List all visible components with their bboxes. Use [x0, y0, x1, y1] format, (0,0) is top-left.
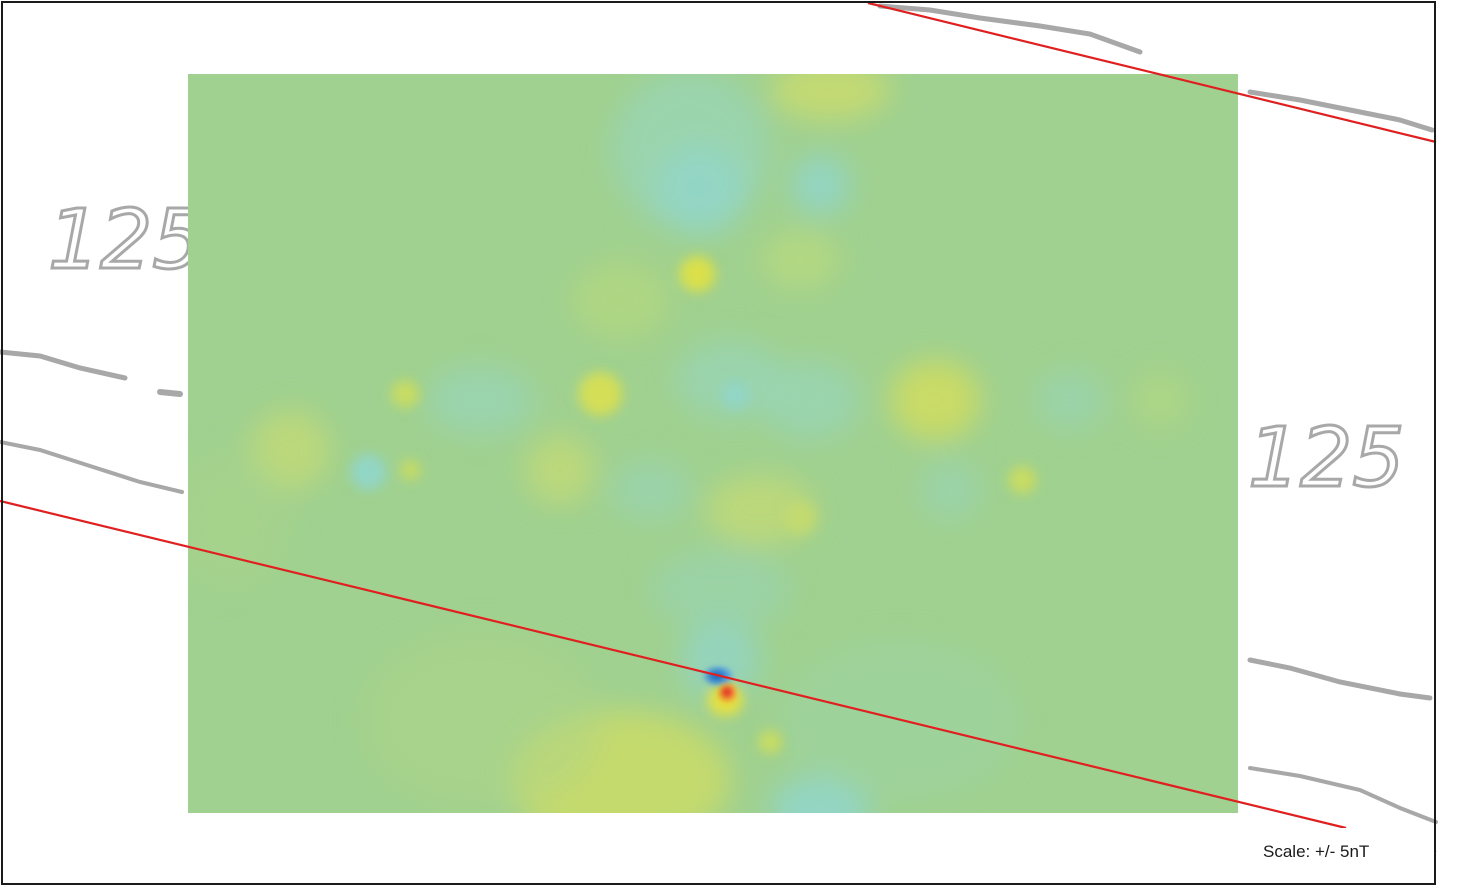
boundary-line-bottom — [0, 499, 1347, 830]
contour-lines — [0, 3, 1438, 824]
local-anomalies — [350, 256, 1036, 754]
contour-label-left: 125 — [48, 193, 205, 288]
survey-grid — [188, 74, 1238, 813]
scale-label: Scale: +/- 5nT — [1263, 842, 1370, 861]
contour-label-right: 125 — [1248, 411, 1405, 506]
boundary-line-top — [867, 1, 1437, 144]
scale-label-background — [1250, 828, 1434, 868]
